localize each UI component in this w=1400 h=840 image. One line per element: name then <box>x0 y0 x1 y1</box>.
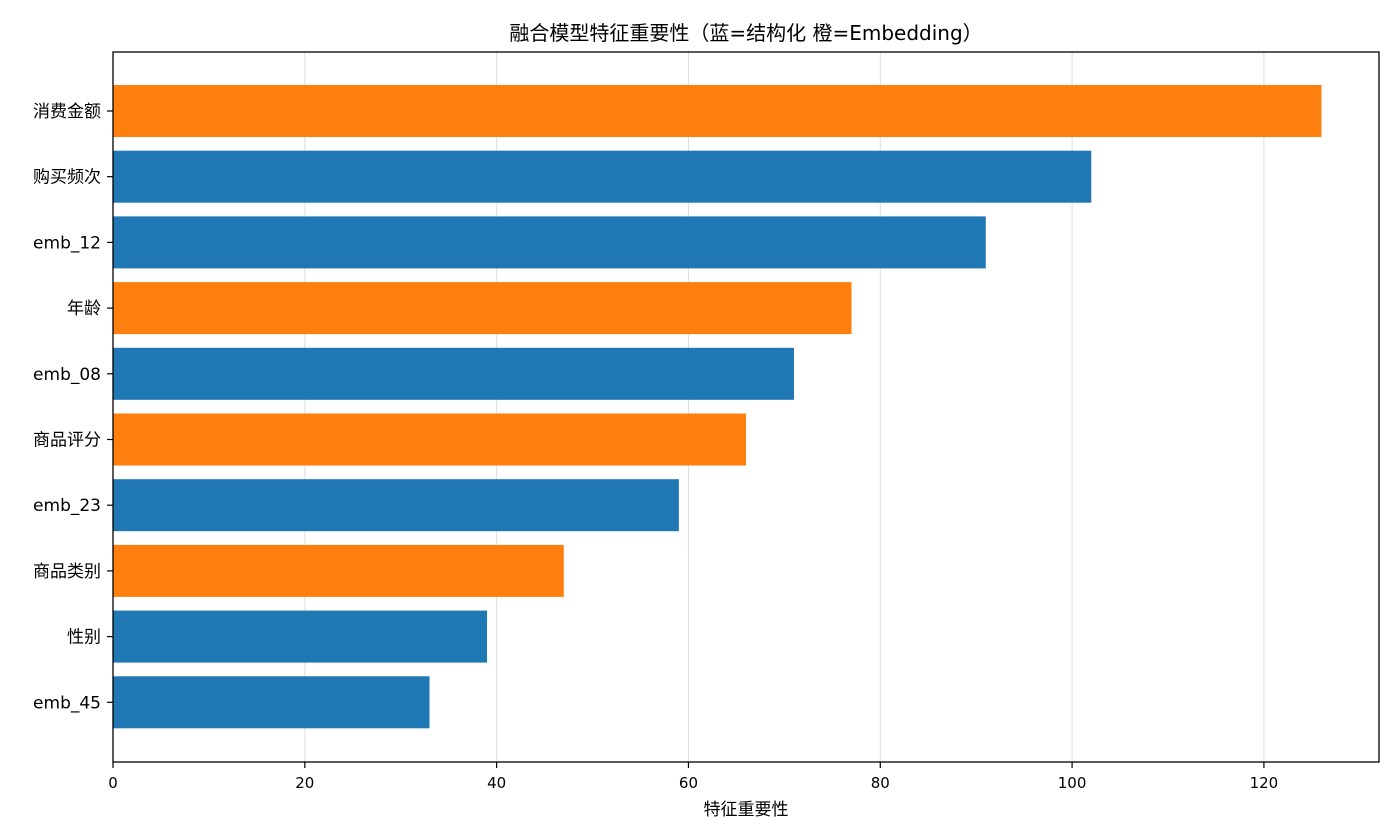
x-axis-title: 特征重要性 <box>704 800 789 820</box>
x-tick-label: 0 <box>108 774 118 792</box>
y-category-label: 性别 <box>67 628 101 648</box>
bar <box>113 544 564 597</box>
y-category-label: 消费金额 <box>33 102 101 122</box>
bars-layer <box>113 85 1322 729</box>
x-tick-label: 60 <box>679 774 698 792</box>
x-axis-ticks: 0 20 40 60 80 100 120 <box>108 762 1278 792</box>
chart-title: 融合模型特征重要性（蓝=结构化 橙=Embedding） <box>509 21 982 45</box>
x-tick-label: 20 <box>295 774 314 792</box>
y-category-label: emb_23 <box>33 496 101 516</box>
x-tick-label: 100 <box>1058 774 1087 792</box>
bar <box>113 85 1322 137</box>
y-category-label: emb_08 <box>33 365 101 385</box>
y-category-label: emb_45 <box>33 693 101 713</box>
x-tick-label: 40 <box>487 774 506 792</box>
plot-frame <box>112 51 1380 763</box>
bar <box>113 479 679 532</box>
bar <box>113 676 430 729</box>
y-category-label: emb_12 <box>33 233 101 253</box>
y-category-label: 商品类别 <box>33 562 101 582</box>
bar <box>113 413 746 466</box>
x-tick-label: 120 <box>1250 774 1279 792</box>
x-tick-label: 80 <box>871 774 890 792</box>
y-category-label: 购买频次 <box>33 168 101 188</box>
bar <box>113 282 852 335</box>
bar <box>113 610 488 663</box>
bar <box>113 216 986 269</box>
bar <box>113 150 1092 203</box>
y-category-label: 商品评分 <box>33 431 101 451</box>
bar <box>113 347 794 400</box>
y-category-label: 年龄 <box>67 299 101 319</box>
